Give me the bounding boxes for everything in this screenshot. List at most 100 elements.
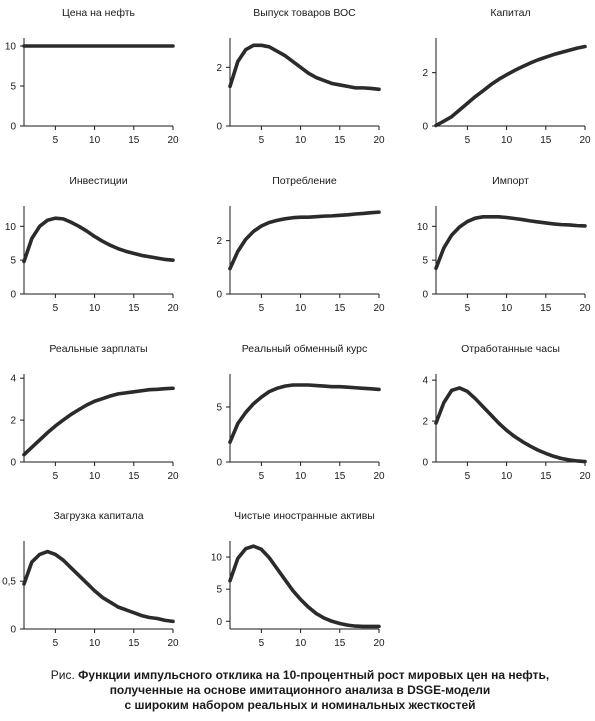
caption-line-1: Функции импульсного отклика на 10-процен… bbox=[78, 668, 550, 682]
chart-3: Инвестиции 0 5 10 5 10 15 20 bbox=[5, 175, 179, 314]
y-tick-label: 0 bbox=[216, 617, 222, 628]
x-tick-label: 15 bbox=[334, 471, 346, 482]
chart-title: Отработанные часы bbox=[461, 343, 560, 355]
x-tick-label: 20 bbox=[373, 471, 385, 482]
series-line bbox=[22, 386, 175, 457]
chart-2: Капитал 0 2 5 10 15 20 bbox=[422, 7, 591, 146]
x-tick-label: 15 bbox=[128, 135, 140, 146]
chart-6: Реальные зарплаты 0 2 4 5 10 15 20 bbox=[10, 343, 179, 482]
caption-line-3: с широким набором реальных и номинальных… bbox=[124, 698, 476, 712]
x-tick-label: 5 bbox=[53, 471, 59, 482]
y-tick-label: 10 bbox=[5, 222, 17, 233]
x-tick-label: 10 bbox=[89, 303, 101, 314]
chart-title: Чистые иностранные активы bbox=[234, 510, 375, 522]
chart-title: Реальный обменный курс bbox=[242, 343, 368, 355]
y-tick-label: 5 bbox=[10, 82, 16, 93]
y-tick-label: 2 bbox=[422, 417, 428, 428]
y-tick-label: 2 bbox=[216, 236, 222, 247]
x-tick-label: 5 bbox=[465, 471, 471, 482]
y-tick-label: 10 bbox=[5, 42, 17, 53]
x-tick-label: 20 bbox=[167, 303, 179, 314]
x-tick-label: 5 bbox=[259, 303, 265, 314]
figure-caption: Рис. Функции импульсного отклика на 10-п… bbox=[20, 668, 580, 713]
x-tick-label: 10 bbox=[295, 135, 307, 146]
series-line bbox=[228, 383, 381, 444]
x-tick-label: 5 bbox=[259, 638, 265, 649]
x-tick-label: 20 bbox=[579, 135, 591, 146]
x-tick-label: 10 bbox=[89, 471, 101, 482]
y-tick-label: 0 bbox=[422, 458, 428, 469]
chart-4: Потребление 0 2 5 10 15 20 bbox=[216, 175, 385, 314]
x-tick-label: 10 bbox=[89, 135, 101, 146]
y-tick-label: 0 bbox=[216, 458, 222, 469]
x-tick-label: 10 bbox=[501, 471, 513, 482]
x-tick-label: 10 bbox=[501, 303, 513, 314]
series-line bbox=[434, 44, 587, 128]
chart-9: Загрузка капитала 0 0,5 5 10 15 20 bbox=[2, 510, 179, 649]
y-tick-label: 0 bbox=[10, 625, 16, 636]
x-tick-label: 5 bbox=[259, 471, 265, 482]
x-tick-label: 5 bbox=[53, 303, 59, 314]
series-line bbox=[228, 210, 381, 271]
y-tick-label: 4 bbox=[422, 376, 428, 387]
x-tick-label: 5 bbox=[53, 135, 59, 146]
y-tick-label: 0 bbox=[10, 122, 16, 133]
y-tick-label: 4 bbox=[10, 374, 16, 385]
caption-prefix: Рис. bbox=[50, 668, 75, 682]
x-tick-label: 10 bbox=[295, 471, 307, 482]
x-tick-label: 20 bbox=[373, 303, 385, 314]
x-tick-label: 15 bbox=[334, 638, 346, 649]
series-line bbox=[22, 549, 175, 624]
x-tick-label: 15 bbox=[128, 471, 140, 482]
y-tick-label: 0 bbox=[422, 290, 428, 301]
x-tick-label: 15 bbox=[128, 303, 140, 314]
y-tick-label: 0 bbox=[216, 290, 222, 301]
x-tick-label: 15 bbox=[540, 303, 552, 314]
x-tick-label: 15 bbox=[128, 638, 140, 649]
chart-title: Потребление bbox=[272, 175, 337, 187]
x-tick-label: 5 bbox=[465, 303, 471, 314]
chart-8: Отработанные часы 0 2 4 5 10 15 20 bbox=[422, 343, 591, 482]
charts-grid: Цена на нефть 0 5 10 5 10 15 20 Выпуск товаров В… bbox=[2, 7, 591, 649]
y-tick-label: 0 bbox=[10, 290, 16, 301]
chart-title: Выпуск товаров ВОС bbox=[253, 7, 356, 19]
x-tick-label: 20 bbox=[579, 471, 591, 482]
x-tick-label: 20 bbox=[167, 135, 179, 146]
x-tick-label: 20 bbox=[579, 303, 591, 314]
caption-line-2: полученные на основе имитационного анали… bbox=[109, 683, 491, 697]
x-tick-label: 20 bbox=[167, 638, 179, 649]
series-line bbox=[228, 43, 381, 92]
x-tick-label: 5 bbox=[465, 135, 471, 146]
y-tick-label: 5 bbox=[216, 585, 222, 596]
series-line bbox=[434, 215, 587, 271]
chart-title: Загрузка капитала bbox=[53, 510, 143, 522]
y-tick-label: 5 bbox=[422, 256, 428, 267]
x-tick-label: 15 bbox=[540, 135, 552, 146]
x-tick-label: 20 bbox=[373, 638, 385, 649]
chart-10: Чистые иностранные активы 0 5 10 5 10 15 20 bbox=[211, 510, 385, 649]
y-tick-label: 10 bbox=[211, 553, 223, 564]
series-line bbox=[434, 386, 587, 464]
x-tick-label: 20 bbox=[373, 135, 385, 146]
chart-title: Капитал bbox=[490, 7, 530, 19]
chart-title: Инвестиции bbox=[69, 175, 127, 187]
chart-5: Импорт 0 5 10 5 10 15 20 bbox=[417, 175, 591, 314]
y-tick-label: 10 bbox=[417, 222, 429, 233]
chart-1: Выпуск товаров ВОС 0 2 5 10 15 20 bbox=[216, 7, 385, 146]
x-tick-label: 10 bbox=[501, 135, 513, 146]
y-tick-label: 2 bbox=[10, 416, 16, 427]
x-tick-label: 15 bbox=[334, 303, 346, 314]
y-tick-label: 0 bbox=[422, 122, 428, 133]
series-line bbox=[22, 216, 175, 264]
chart-title: Цена на нефть bbox=[62, 7, 136, 19]
y-tick-label: 5 bbox=[10, 256, 16, 267]
x-tick-label: 5 bbox=[259, 135, 265, 146]
x-tick-label: 15 bbox=[334, 135, 346, 146]
x-tick-label: 10 bbox=[89, 638, 101, 649]
chart-0: Цена на нефть 0 5 10 5 10 15 20 bbox=[5, 7, 179, 146]
chart-title: Импорт bbox=[492, 175, 529, 187]
x-tick-label: 10 bbox=[295, 638, 307, 649]
x-tick-label: 20 bbox=[167, 471, 179, 482]
chart-title: Реальные зарплаты bbox=[49, 343, 147, 355]
y-tick-label: 2 bbox=[216, 63, 222, 74]
